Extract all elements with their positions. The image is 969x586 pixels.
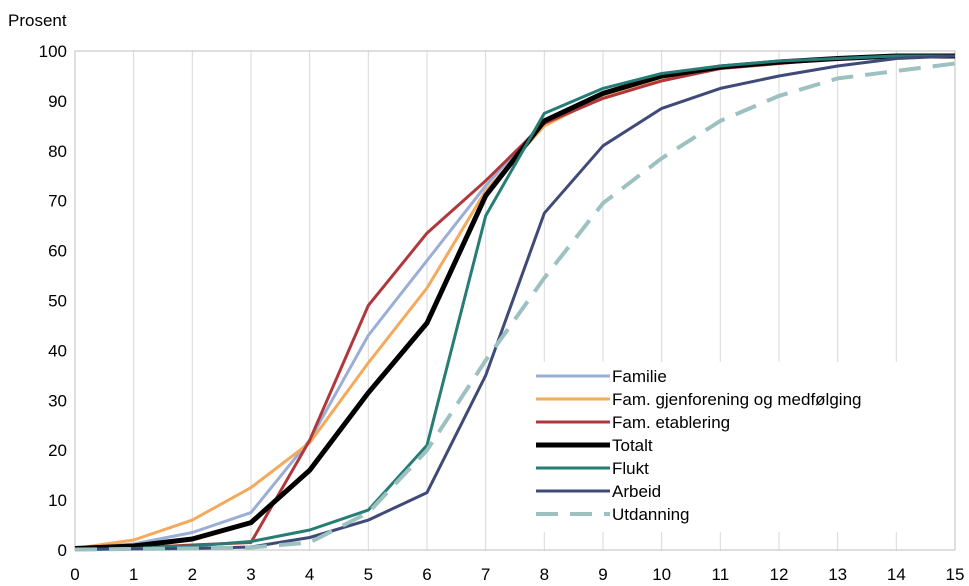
legend-label: Totalt <box>612 436 653 455</box>
legend-label: Utdanning <box>612 505 690 524</box>
series-line-utdanning <box>74 61 956 552</box>
y-tick-label: 70 <box>48 192 67 211</box>
y-tick-label: 80 <box>48 142 67 161</box>
x-tick-label: 14 <box>887 565 906 584</box>
x-tick-label: 8 <box>540 565 549 584</box>
x-tick-label: 0 <box>70 565 79 584</box>
x-tick-label: 5 <box>364 565 373 584</box>
x-tick-label: 6 <box>422 565 431 584</box>
x-tick-label: 1 <box>129 565 138 584</box>
y-tick-label: 20 <box>48 441 67 460</box>
y-tick-label: 40 <box>48 341 67 360</box>
legend-label: Flukt <box>612 459 649 478</box>
y-tick-label: 0 <box>58 541 67 560</box>
y-tick-label: 100 <box>39 42 67 61</box>
legend: Familie Fam. gjenforening og medfølging Fa… <box>520 362 945 532</box>
y-tick-label: 50 <box>48 292 67 311</box>
x-tick-label: 11 <box>712 565 730 584</box>
x-tick-label: 13 <box>828 565 847 584</box>
plot-border <box>74 50 956 551</box>
y-tick-label: 90 <box>48 92 67 111</box>
x-tick-label: 3 <box>246 565 255 584</box>
y-axis-label: Prosent <box>8 11 67 30</box>
legend-label: Familie <box>612 367 667 386</box>
x-tick-label: 12 <box>770 565 789 584</box>
x-tick-label: 9 <box>598 565 607 584</box>
y-tick-label: 30 <box>48 391 67 410</box>
x-tick-label: 4 <box>305 565 314 584</box>
legend-label: Arbeid <box>612 482 661 501</box>
series-line-flukt <box>74 54 955 551</box>
y-tick-label: 60 <box>48 242 67 261</box>
x-tick-label: 15 <box>946 565 965 584</box>
legend-label: Fam. gjenforening og medfølging <box>612 390 861 409</box>
legend-label: Fam. etablering <box>612 413 730 432</box>
x-tick-label: 10 <box>652 565 671 584</box>
x-tick-label: 2 <box>188 565 197 584</box>
x-tick-label: 7 <box>481 565 490 584</box>
y-tick-label: 10 <box>48 491 67 510</box>
